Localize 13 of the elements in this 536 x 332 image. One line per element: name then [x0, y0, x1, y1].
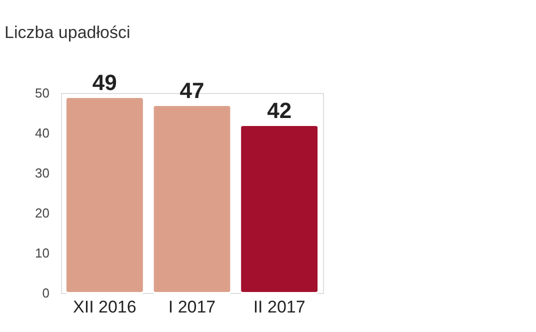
y-tick-label: 30	[35, 166, 50, 180]
y-tick-label: 10	[35, 246, 50, 260]
data-label: 47	[180, 78, 204, 103]
y-tick-label: 40	[35, 126, 50, 140]
x-tick-label: XII 2016	[73, 298, 136, 316]
y-tick-label: 0	[42, 286, 50, 300]
x-tick-label: II 2017	[253, 298, 306, 316]
x-tick-label: I 2017	[168, 298, 216, 316]
data-label: 42	[267, 98, 292, 123]
data-label: 49	[92, 70, 117, 95]
chart-title: Liczba upadłości	[4, 23, 130, 42]
y-tick-label: 20	[35, 206, 50, 220]
y-tick-label: 50	[35, 86, 50, 100]
